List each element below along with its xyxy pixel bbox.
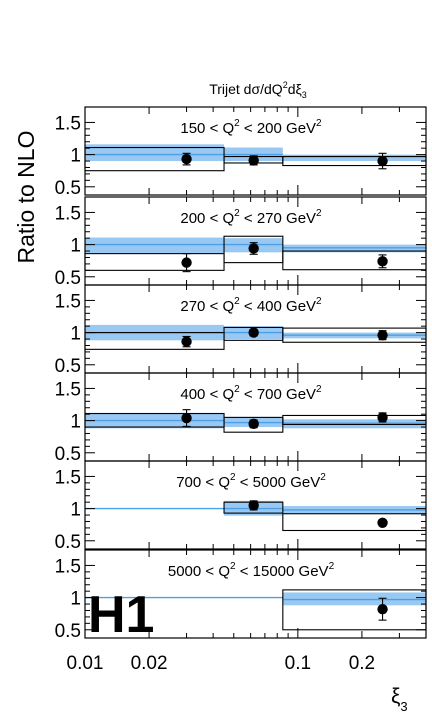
data-point — [181, 257, 192, 268]
panel-6: 0.511.5 5000 < Q2 < 15000 GeV2 — [55, 549, 427, 642]
y-tick-label: 1.5 — [55, 203, 81, 224]
chart-title: Trijet dσ/dQ2dξ3 — [209, 80, 307, 100]
chart-title-mid: dξ — [288, 81, 302, 97]
y-tick-label: 1.5 — [55, 291, 81, 312]
y-tick-label: 1.5 — [55, 113, 81, 134]
panel-label-sup2: 2 — [316, 296, 322, 307]
panel-label: 400 < Q2 < 700 GeV2 — [180, 384, 322, 403]
nlo-band — [85, 144, 225, 162]
y-tick-label: 1 — [70, 236, 81, 257]
panel-label-post: < 270 GeV — [240, 210, 316, 227]
data-point — [377, 329, 388, 341]
data-point — [248, 155, 259, 166]
data-point — [181, 412, 192, 424]
correction-box — [223, 235, 284, 264]
chart-title-sup: 2 — [283, 80, 288, 90]
data-point — [248, 327, 259, 338]
data-point — [181, 336, 192, 347]
panel-3: 0.511.5 270 < Q2 < 400 GeV2 — [55, 284, 427, 377]
panel-label-sup: 2 — [234, 296, 240, 307]
panel-label-pre: 5000 < Q — [168, 563, 230, 580]
x-tick-labels: 0.01 0.02 0.1 0.2 — [67, 653, 376, 674]
panel-label-sup2: 2 — [316, 118, 322, 129]
panel-label-pre: 200 < Q — [180, 210, 234, 227]
correction-box — [282, 250, 427, 271]
panel-4: 0.511.5 400 < Q2 < 700 GeV2 — [55, 372, 427, 465]
data-point — [248, 243, 259, 254]
data-point — [377, 412, 388, 423]
panel-label-sup: 2 — [230, 472, 236, 483]
panel-label: 700 < Q2 < 5000 GeV2 — [176, 472, 326, 491]
data-point — [248, 418, 259, 430]
panel-label: 270 < Q2 < 400 GeV2 — [180, 296, 322, 315]
data-point — [377, 517, 388, 528]
panel-label-pre: 270 < Q — [180, 298, 234, 315]
data-point — [181, 153, 192, 165]
y-tick-label: 0.5 — [55, 444, 81, 465]
panel-label: 200 < Q2 < 270 GeV2 — [180, 208, 322, 227]
panel-label-sup2: 2 — [320, 472, 326, 483]
y-axis-label: Ratio to NLO — [13, 131, 39, 264]
panel-label-post: < 700 GeV — [240, 386, 316, 403]
panel-5: 0.511.5 700 < Q2 < 5000 GeV2 — [55, 460, 427, 553]
panel-label-post: < 15000 GeV — [236, 563, 329, 580]
y-tick-label: 1 — [70, 412, 81, 433]
data-point — [377, 155, 388, 167]
correction-box — [84, 253, 225, 271]
panel-label: 5000 < Q2 < 15000 GeV2 — [168, 561, 335, 580]
chart-title-main: Trijet dσ/dQ — [209, 81, 283, 97]
panel-label: 150 < Q2 < 200 GeV2 — [180, 118, 322, 137]
y-tick-label: 1.5 — [55, 556, 81, 577]
correction-box — [282, 513, 427, 532]
x-axis-label-sub: 3 — [400, 699, 407, 714]
nlo-band — [282, 154, 426, 162]
y-tick-label: 0.5 — [55, 356, 81, 377]
panel-label-sup2: 2 — [329, 561, 335, 572]
panel-2: 0.511.5 200 < Q2 < 270 GeV2 — [55, 196, 427, 289]
panel-label-post: < 200 GeV — [240, 120, 316, 137]
panel-label-sup: 2 — [234, 118, 240, 129]
h1-logo: H1 — [88, 586, 154, 644]
panel-label-sup: 2 — [234, 384, 240, 395]
panel-frame — [84, 106, 427, 196]
x-axis-label-main: ξ — [391, 685, 400, 708]
panel-label-sup: 2 — [230, 561, 236, 572]
panel-label-post: < 5000 GeV — [236, 474, 321, 491]
y-tick-label: 1.5 — [55, 379, 81, 400]
y-tick-label: 1 — [70, 324, 81, 345]
x-tick-label: 0.1 — [285, 653, 311, 674]
panel-frame — [84, 460, 427, 550]
panel-frame — [84, 549, 427, 639]
data-point — [377, 256, 388, 267]
panel-label-pre: 700 < Q — [176, 474, 230, 491]
y-tick-label: 0.5 — [55, 621, 81, 642]
panel-1: 0.511.5 150 < Q2 < 200 GeV2 — [55, 106, 427, 199]
panel-label-pre: 150 < Q — [180, 120, 234, 137]
panel-label-post: < 400 GeV — [240, 298, 316, 315]
y-tick-label: 1 — [70, 500, 81, 521]
x-tick-label: 0.2 — [349, 653, 375, 674]
x-tick-label: 0.02 — [131, 653, 168, 674]
x-tick-label: 0.01 — [67, 653, 104, 674]
panel-label-sup2: 2 — [316, 384, 322, 395]
y-tick-label: 0.5 — [55, 532, 81, 553]
y-tick-label: 1 — [70, 589, 81, 610]
data-point — [248, 500, 259, 511]
panel-label-sup2: 2 — [316, 208, 322, 219]
x-axis-label: ξ3 — [391, 685, 408, 714]
panel-label-pre: 400 < Q — [180, 386, 234, 403]
chart-title-sub: 3 — [302, 90, 307, 100]
y-tick-label: 0.5 — [55, 178, 81, 199]
panel-label-sup: 2 — [234, 208, 240, 219]
y-tick-label: 1.5 — [55, 467, 81, 488]
y-tick-label: 0.5 — [55, 268, 81, 289]
y-tick-label: 1 — [70, 146, 81, 167]
data-point — [377, 603, 388, 615]
